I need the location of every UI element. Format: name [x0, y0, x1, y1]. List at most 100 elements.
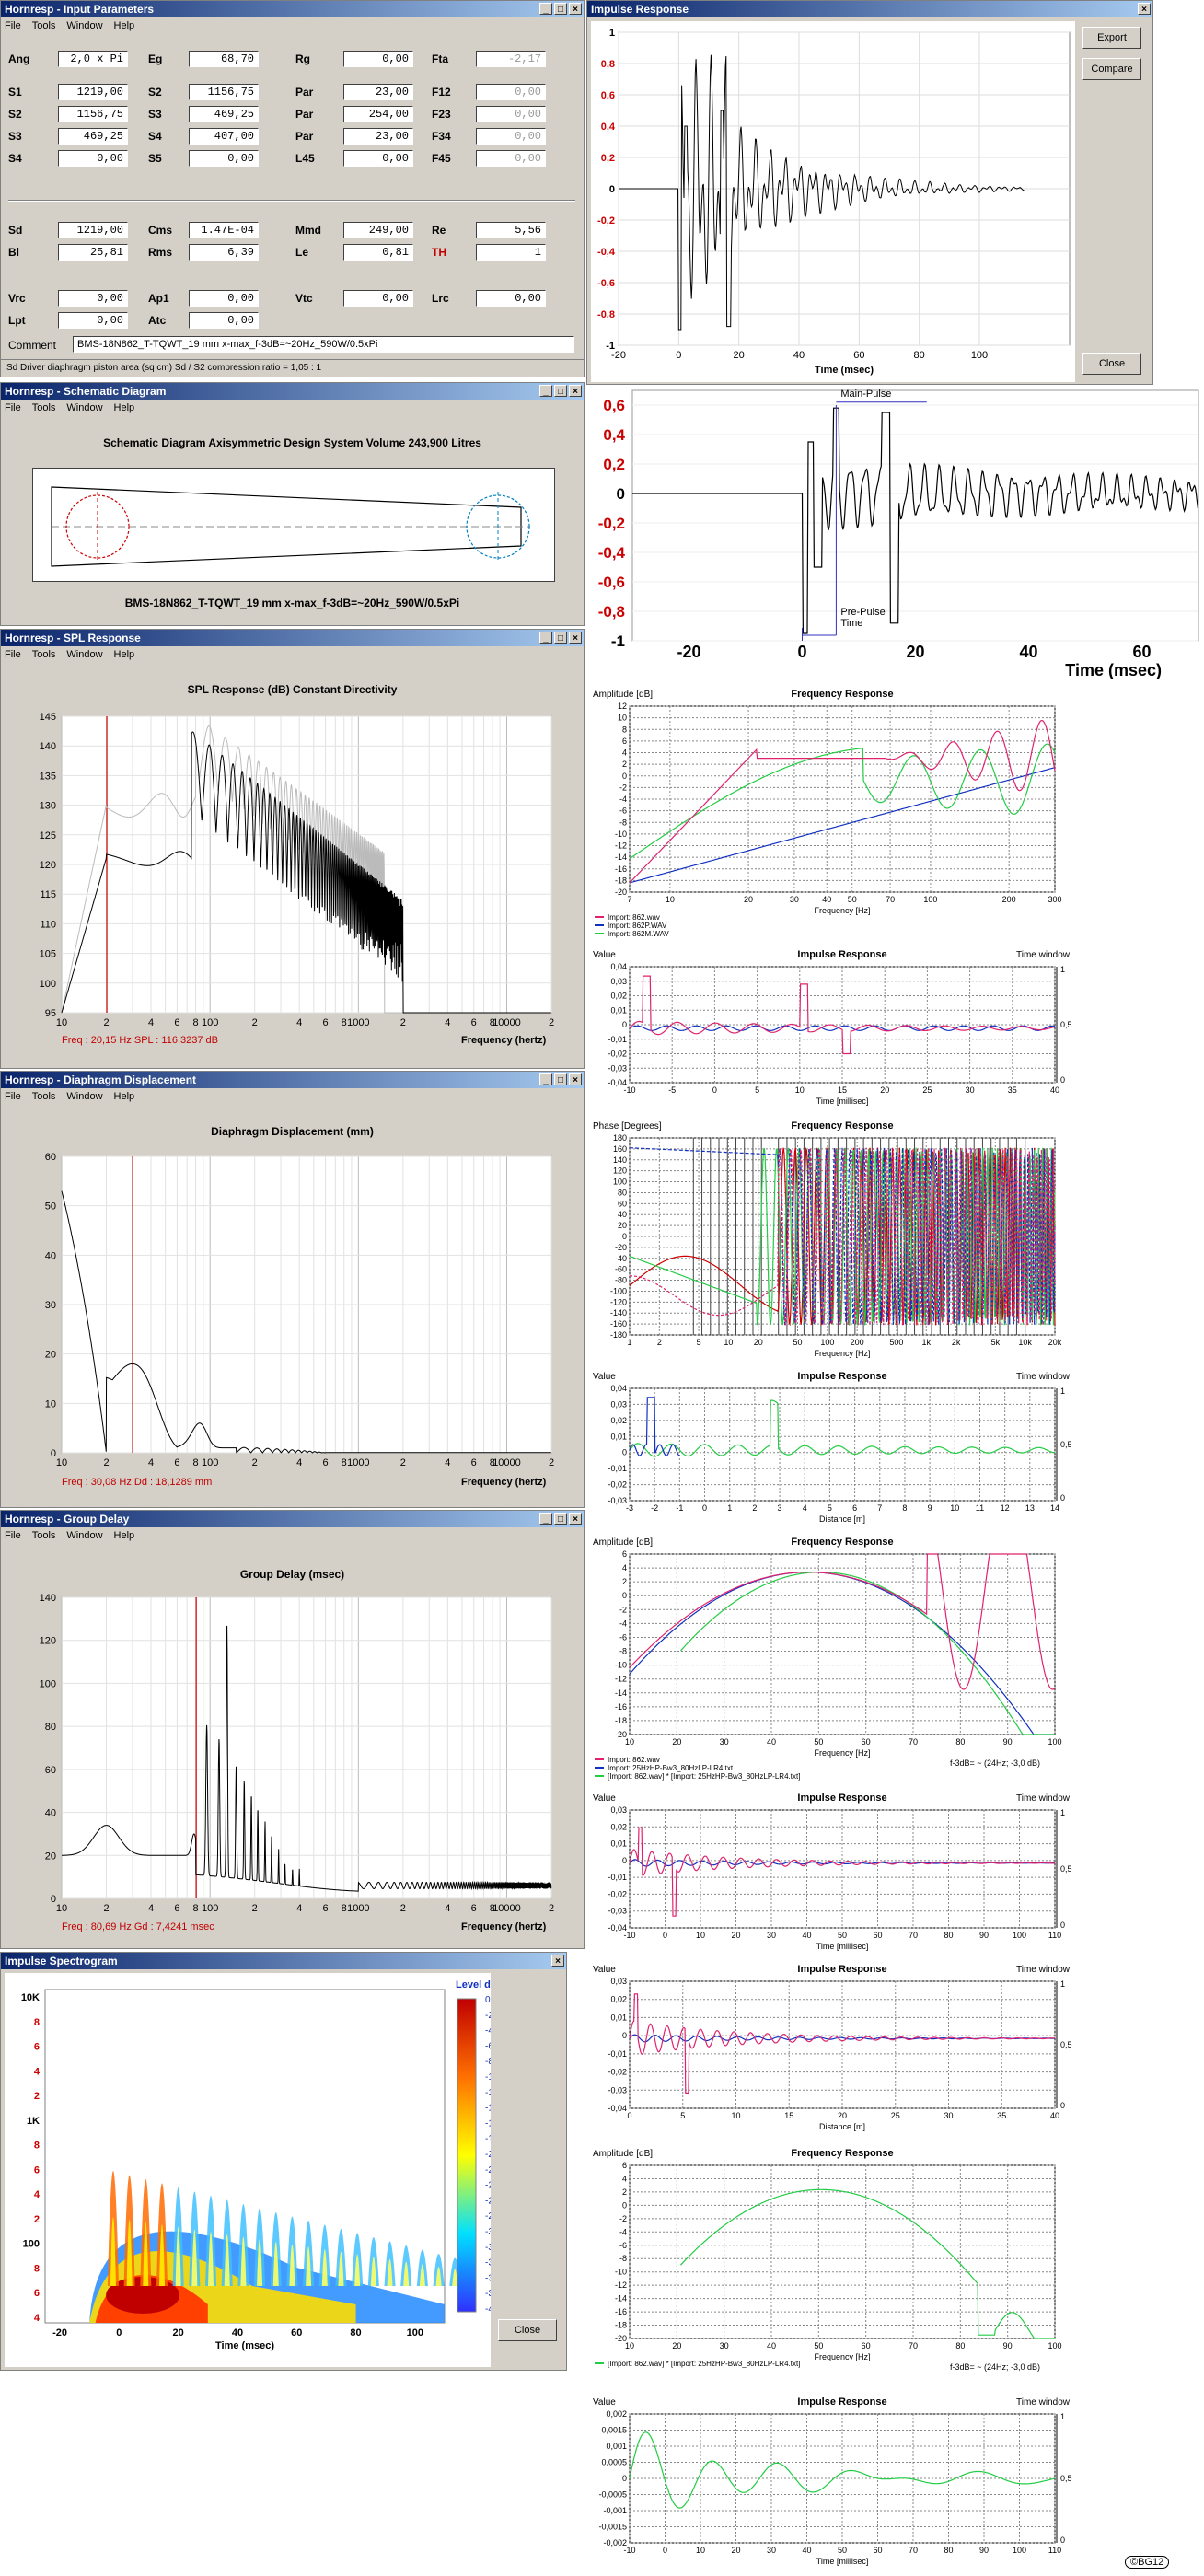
- menu-tools[interactable]: Tools: [31, 649, 56, 660]
- menu-help[interactable]: Help: [113, 1091, 135, 1102]
- close-dialog-button[interactable]: Close: [1082, 353, 1141, 375]
- close-button[interactable]: ×: [569, 385, 582, 397]
- window-title-bar[interactable]: Impulse Spectrogram ×: [1, 1953, 566, 1969]
- maximize-button[interactable]: □: [554, 3, 567, 15]
- param-field-bl[interactable]: 25,81: [58, 244, 128, 261]
- maximize-button[interactable]: □: [554, 385, 567, 397]
- param-field-ap1[interactable]: 0,00: [189, 290, 259, 307]
- maximize-button[interactable]: □: [554, 632, 567, 644]
- window-tick: 0: [1060, 1493, 1065, 1503]
- comment-field[interactable]: BMS-18N862_T-TQWT_19 mm x-max_f-3dB=~20H…: [73, 336, 574, 353]
- menu-file[interactable]: File: [5, 20, 21, 31]
- param-field-ang[interactable]: 2,0 x Pi: [58, 51, 128, 67]
- menu-help[interactable]: Help: [113, 20, 135, 31]
- param-field-f12[interactable]: 0,00: [476, 84, 546, 100]
- param-field-mmd[interactable]: 249,00: [343, 222, 413, 238]
- x-tick-label: 4: [445, 1903, 450, 1914]
- close-button[interactable]: ×: [569, 1513, 582, 1525]
- compare-button[interactable]: Compare: [1082, 58, 1141, 80]
- menu-help[interactable]: Help: [113, 402, 135, 413]
- param-field-l45[interactable]: 0,00: [343, 150, 413, 167]
- minimize-button[interactable]: _: [539, 1073, 552, 1085]
- minimize-button[interactable]: _: [539, 632, 552, 644]
- param-field-f34[interactable]: 0,00: [476, 128, 546, 145]
- param-field-s3[interactable]: 469,25: [58, 128, 128, 145]
- x-tick-label: -10: [623, 2546, 635, 2555]
- close-button[interactable]: ×: [1138, 3, 1151, 15]
- param-field-th[interactable]: 1: [476, 244, 546, 261]
- close-button[interactable]: ×: [569, 632, 582, 644]
- menu-help[interactable]: Help: [113, 649, 135, 660]
- y-tick-label: -4: [619, 1619, 627, 1628]
- menu-window[interactable]: Window: [66, 649, 103, 660]
- y-tick-label: -10: [615, 2268, 627, 2277]
- minimize-button[interactable]: _: [539, 385, 552, 397]
- param-field-rg[interactable]: 0,00: [343, 51, 413, 67]
- window-title-bar[interactable]: Hornresp - SPL Response _ □ ×: [1, 630, 584, 646]
- param-label-s2: S2: [8, 108, 22, 121]
- close-button[interactable]: ×: [569, 1073, 582, 1085]
- param-field-le[interactable]: 0,81: [343, 244, 413, 261]
- x-tick-label: -10: [623, 1931, 635, 1940]
- window-title-bar[interactable]: Hornresp - Diaphragm Displacement _ □ ×: [1, 1072, 584, 1088]
- close-button[interactable]: ×: [569, 3, 582, 15]
- menu-tools[interactable]: Tools: [31, 1091, 56, 1102]
- param-field-lpt[interactable]: 0,00: [58, 312, 128, 329]
- menu-window[interactable]: Window: [66, 402, 103, 413]
- window-title-bar[interactable]: Hornresp - Input Parameters _ □ ×: [1, 1, 584, 17]
- x-tick-label: 80: [944, 1931, 953, 1940]
- close-dialog-button[interactable]: Close: [498, 2319, 557, 2341]
- minimize-button[interactable]: _: [539, 1513, 552, 1525]
- menu-window[interactable]: Window: [66, 20, 103, 31]
- menu-file[interactable]: File: [5, 1091, 21, 1102]
- param-field-s2[interactable]: 1156,75: [58, 106, 128, 122]
- param-field-par[interactable]: 23,00: [343, 84, 413, 100]
- menu-tools[interactable]: Tools: [31, 1530, 56, 1541]
- x-axis-label: Time [millisec]: [816, 1942, 869, 1951]
- x-tick-label: 8: [490, 1903, 495, 1914]
- param-field-rms[interactable]: 6,39: [189, 244, 259, 261]
- export-button[interactable]: Export: [1082, 27, 1141, 49]
- window-title-bar[interactable]: Hornresp - Group Delay _ □ ×: [1, 1511, 584, 1527]
- window-title: Hornresp - Diaphragm Displacement: [5, 1073, 197, 1086]
- param-field-lrc[interactable]: 0,00: [476, 290, 546, 307]
- window-title-bar[interactable]: Hornresp - Schematic Diagram _ □ ×: [1, 383, 584, 400]
- menu-file[interactable]: File: [5, 649, 21, 660]
- param-field-s5[interactable]: 0,00: [189, 150, 259, 167]
- param-field-sd[interactable]: 1219,00: [58, 222, 128, 238]
- maximize-button[interactable]: □: [554, 1073, 567, 1085]
- menu-help[interactable]: Help: [113, 1530, 135, 1541]
- x-tick-label: 2: [252, 1017, 258, 1028]
- param-field-s1[interactable]: 1219,00: [58, 84, 128, 100]
- param-field-cms[interactable]: 1.47E-04: [189, 222, 259, 238]
- menu-tools[interactable]: Tools: [31, 20, 56, 31]
- x-tick-label: 110: [1048, 2546, 1061, 2555]
- x-tick-label: 2: [252, 1903, 258, 1914]
- param-field-fta[interactable]: -2,17: [476, 51, 546, 67]
- menu-window[interactable]: Window: [66, 1530, 103, 1541]
- param-field-eg[interactable]: 68,70: [189, 51, 259, 67]
- param-field-s4[interactable]: 0,00: [58, 150, 128, 167]
- window-title-bar[interactable]: Impulse Response ×: [587, 1, 1152, 17]
- close-button[interactable]: ×: [551, 1955, 564, 1967]
- y-tick-label: -20: [615, 1243, 627, 1252]
- param-field-s4[interactable]: 407,00: [189, 128, 259, 145]
- minimize-button[interactable]: _: [539, 3, 552, 15]
- param-field-f23[interactable]: 0,00: [476, 106, 546, 122]
- param-field-par[interactable]: 23,00: [343, 128, 413, 145]
- param-field-vtc[interactable]: 0,00: [343, 290, 413, 307]
- menu-file[interactable]: File: [5, 1530, 21, 1541]
- maximize-button[interactable]: □: [554, 1513, 567, 1525]
- param-field-par[interactable]: 254,00: [343, 106, 413, 122]
- param-field-f45[interactable]: 0,00: [476, 150, 546, 167]
- param-field-atc[interactable]: 0,00: [189, 312, 259, 329]
- param-field-s3[interactable]: 469,25: [189, 106, 259, 122]
- y-tick-label: 30: [45, 1300, 56, 1311]
- menu-window[interactable]: Window: [66, 1091, 103, 1102]
- y-tick-label: -0,01: [608, 1873, 627, 1882]
- menu-tools[interactable]: Tools: [31, 402, 56, 413]
- param-field-re[interactable]: 5,56: [476, 222, 546, 238]
- menu-file[interactable]: File: [5, 402, 21, 413]
- param-field-vrc[interactable]: 0,00: [58, 290, 128, 307]
- param-field-s2[interactable]: 1156,75: [189, 84, 259, 100]
